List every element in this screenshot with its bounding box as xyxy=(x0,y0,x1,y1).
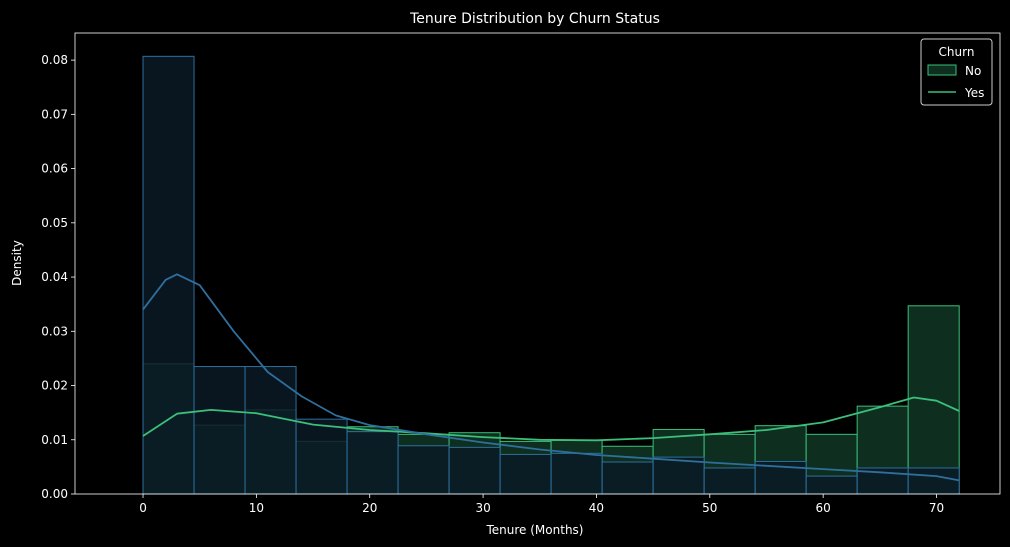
legend: Churn No Yes xyxy=(920,38,993,106)
series-yes-bars xyxy=(142,55,960,495)
axes: 0 10 20 30 40 50 60 70 0.00 0.01 0.02 0.03 0.04 0.05 0… xyxy=(41,32,1001,515)
bar-yes xyxy=(397,445,450,495)
y-tick-label: 0.05 xyxy=(41,216,68,230)
bar-yes xyxy=(448,446,501,495)
x-axis-label: Tenure (Months) xyxy=(486,523,584,537)
legend-title: Churn xyxy=(939,45,975,59)
bar-yes xyxy=(550,452,603,495)
x-tick-label: 30 xyxy=(475,501,490,515)
legend-swatch-no xyxy=(927,64,957,76)
y-tick-label: 0.08 xyxy=(41,53,68,67)
x-tick-label: 0 xyxy=(139,501,147,515)
y-tick-label: 0.02 xyxy=(41,379,68,393)
y-axis-label: Density xyxy=(10,240,24,286)
bar-yes xyxy=(703,467,756,495)
plot-area xyxy=(142,55,960,495)
y-tick-label: 0.06 xyxy=(41,162,68,176)
legend-label-yes: Yes xyxy=(964,86,984,100)
bar-yes xyxy=(193,366,246,495)
bar-yes xyxy=(346,431,399,495)
bar-yes xyxy=(142,55,195,495)
y-tick-label: 0.00 xyxy=(41,487,68,501)
x-tick-label: 70 xyxy=(929,501,944,515)
y-tick-label: 0.07 xyxy=(41,107,68,121)
x-tick-label: 40 xyxy=(589,501,604,515)
x-tick-label: 50 xyxy=(702,501,717,515)
x-tick-label: 10 xyxy=(249,501,264,515)
plot-frame xyxy=(74,32,1001,495)
kde-line-yes xyxy=(142,273,960,482)
x-tick-label: 60 xyxy=(816,501,831,515)
bar-yes xyxy=(805,475,858,495)
bar-yes xyxy=(499,453,552,495)
bar-yes xyxy=(601,461,654,495)
y-tick-label: 0.01 xyxy=(41,433,68,447)
y-tick-label: 0.03 xyxy=(41,324,68,338)
legend-label-no: No xyxy=(965,64,981,78)
kde-line-no xyxy=(142,396,960,442)
chart-title: Tenure Distribution by Churn Status xyxy=(409,11,660,27)
x-tick-label: 20 xyxy=(362,501,377,515)
y-tick-label: 0.04 xyxy=(41,270,68,284)
bar-yes xyxy=(244,366,297,495)
bar-yes xyxy=(652,456,705,495)
bar-yes xyxy=(907,467,960,495)
bar-yes xyxy=(295,418,348,495)
